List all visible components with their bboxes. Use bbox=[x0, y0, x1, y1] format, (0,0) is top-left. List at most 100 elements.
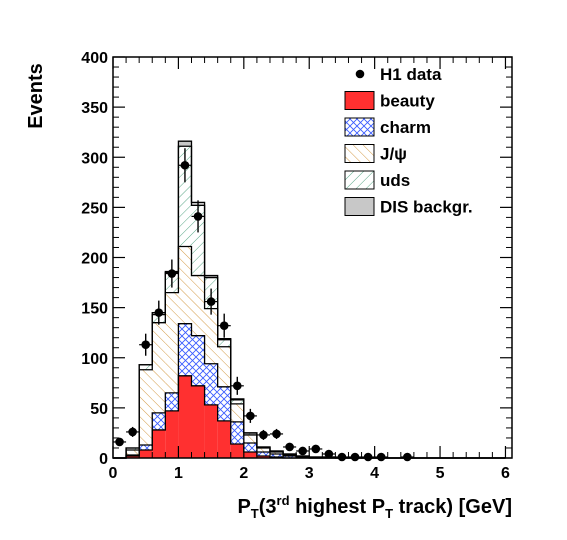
bar-beauty-5 bbox=[178, 375, 192, 458]
bar-charm-10 bbox=[243, 442, 257, 452]
data-point-6 bbox=[193, 212, 203, 221]
axis-ticks: 0 50 100 150 200 250 300 350 400 0 1 2 3 4 5 6 bbox=[81, 50, 512, 482]
bar-j-4 bbox=[165, 292, 179, 393]
data-point-17 bbox=[337, 452, 347, 462]
bar-j-10 bbox=[243, 434, 257, 443]
bar-uds-6 bbox=[191, 205, 205, 276]
data-point-8 bbox=[219, 321, 229, 330]
legend-swatch bbox=[344, 197, 375, 216]
bar-charm-5 bbox=[178, 323, 192, 376]
legend-marker-data bbox=[355, 69, 365, 79]
bar-uds-1 bbox=[126, 447, 140, 450]
legend-swatch bbox=[344, 170, 375, 190]
legend-label: uds bbox=[380, 171, 410, 190]
bar-uds-2 bbox=[139, 364, 153, 370]
bar-beauty-8 bbox=[217, 420, 231, 458]
legend-item-disbackgr: DIS backgr. bbox=[344, 197, 473, 217]
data-point-16 bbox=[324, 449, 334, 459]
data-point-4 bbox=[167, 269, 177, 278]
bar-j-2 bbox=[139, 369, 153, 445]
bar-j-11 bbox=[256, 447, 270, 452]
data-point-9 bbox=[232, 381, 242, 391]
data-point-7 bbox=[206, 297, 216, 306]
data-point-21 bbox=[403, 452, 412, 462]
legend-label: charm bbox=[380, 118, 431, 137]
bar-beauty-6 bbox=[191, 385, 205, 458]
y-tick-label: 250 bbox=[81, 200, 108, 217]
x-tick-label: 4 bbox=[370, 465, 379, 482]
y-tick-label: 350 bbox=[81, 100, 108, 117]
data-point-19 bbox=[363, 452, 373, 462]
bar-beauty-3 bbox=[152, 429, 166, 458]
data-point-13 bbox=[285, 442, 294, 452]
bar-charm-2 bbox=[139, 444, 153, 450]
bar-disbackgr-7 bbox=[204, 275, 218, 278]
data-point-3 bbox=[154, 308, 164, 317]
legend-swatch bbox=[344, 117, 375, 137]
y-tick-label: 300 bbox=[81, 150, 108, 167]
data-points bbox=[113, 148, 414, 462]
data-point-5 bbox=[180, 160, 190, 170]
bar-charm-7 bbox=[204, 363, 218, 405]
bar-charm-12 bbox=[269, 453, 284, 457]
bar-beauty-4 bbox=[165, 410, 179, 458]
y-tick-label: 150 bbox=[81, 301, 108, 318]
data-point-11 bbox=[259, 430, 268, 440]
legend-swatch bbox=[344, 144, 375, 163]
bar-j-7 bbox=[204, 308, 218, 364]
bar-j-1 bbox=[126, 449, 140, 455]
bar-j-12 bbox=[269, 451, 284, 454]
bar-j-3 bbox=[152, 322, 166, 413]
bar-j-9 bbox=[230, 403, 244, 422]
bar-uds-8 bbox=[217, 339, 231, 347]
data-point-18 bbox=[350, 452, 360, 462]
x-tick-label: 5 bbox=[436, 465, 445, 482]
x-axis-title: PT(3rd highest PT track) [GeV] bbox=[237, 493, 512, 521]
x-tick-label: 6 bbox=[501, 465, 510, 482]
bar-uds-5 bbox=[178, 146, 192, 247]
y-tick-label: 0 bbox=[99, 451, 108, 468]
bar-beauty-11 bbox=[256, 455, 270, 458]
bar-charm-6 bbox=[191, 335, 205, 386]
legend-item-charm: charm bbox=[344, 117, 431, 137]
x-tick-label: 2 bbox=[239, 465, 248, 482]
data-point-2 bbox=[141, 340, 151, 350]
y-tick-label: 200 bbox=[81, 251, 108, 268]
data-point-15 bbox=[311, 444, 321, 454]
bar-charm-13 bbox=[283, 455, 297, 458]
bar-j-8 bbox=[217, 346, 231, 387]
bar-beauty-1 bbox=[126, 455, 140, 458]
bar-charm-8 bbox=[217, 386, 231, 421]
legend-item-data: H1 data bbox=[355, 65, 442, 84]
x-tick-label: 3 bbox=[305, 465, 314, 482]
bar-beauty-9 bbox=[230, 443, 244, 458]
y-tick-label: 400 bbox=[81, 50, 108, 67]
x-tick-label: 1 bbox=[174, 465, 183, 482]
bar-disbackgr-5 bbox=[178, 141, 192, 147]
legend-label: J/ψ bbox=[380, 145, 407, 164]
bar-uds-10 bbox=[243, 432, 257, 435]
bar-beauty-7 bbox=[204, 404, 218, 458]
legend-label: DIS backgr. bbox=[380, 198, 473, 217]
y-tick-label: 100 bbox=[81, 351, 108, 368]
data-point-1 bbox=[128, 427, 137, 437]
legend-item-beauty: beauty bbox=[344, 91, 435, 111]
data-point-12 bbox=[272, 429, 281, 439]
legend: H1 data beauty charm J/ψ uds DIS backgr. bbox=[344, 65, 473, 217]
data-point-20 bbox=[376, 452, 386, 462]
y-tick-label: 50 bbox=[90, 401, 108, 418]
data-point-14 bbox=[298, 446, 307, 456]
bar-charm-3 bbox=[152, 412, 166, 430]
data-point-10 bbox=[246, 411, 255, 421]
x-tick-label: 0 bbox=[109, 465, 118, 482]
bar-j-5 bbox=[178, 246, 192, 324]
bar-j-6 bbox=[191, 275, 205, 336]
bar-beauty-10 bbox=[243, 451, 257, 458]
legend-label: beauty bbox=[380, 92, 435, 111]
data-point-0 bbox=[115, 437, 124, 447]
legend-item-j: J/ψ bbox=[344, 144, 407, 164]
bar-charm-11 bbox=[256, 451, 270, 456]
bar-charm-9 bbox=[230, 421, 244, 444]
legend-swatch bbox=[344, 91, 375, 110]
